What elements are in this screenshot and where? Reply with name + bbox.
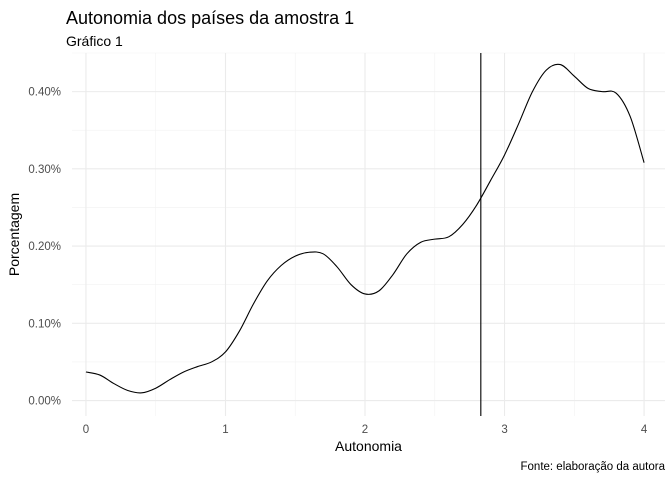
density-line <box>85 63 645 394</box>
y-tick-label: 0.30% <box>28 164 61 176</box>
chart-subtitle: Gráfico 1 <box>66 33 123 49</box>
x-tick-label: 0 <box>83 424 89 436</box>
y-tick-label: 0.00% <box>28 396 61 408</box>
x-axis-title: Autonomia <box>335 438 402 454</box>
x-tick-label: 3 <box>501 424 507 436</box>
chart-caption: Fonte: elaboração da autora <box>521 461 666 473</box>
x-tick-label: 1 <box>222 424 228 436</box>
x-tick-label: 2 <box>362 424 368 436</box>
y-axis-title: Porcentagem <box>6 193 22 276</box>
y-tick-label: 0.20% <box>28 241 61 253</box>
x-tick-label: 4 <box>641 424 648 436</box>
y-tick-label: 0.40% <box>28 87 61 99</box>
y-tick-label: 0.10% <box>28 318 61 330</box>
chart-title: Autonomia dos países da amostra 1 <box>66 8 354 28</box>
